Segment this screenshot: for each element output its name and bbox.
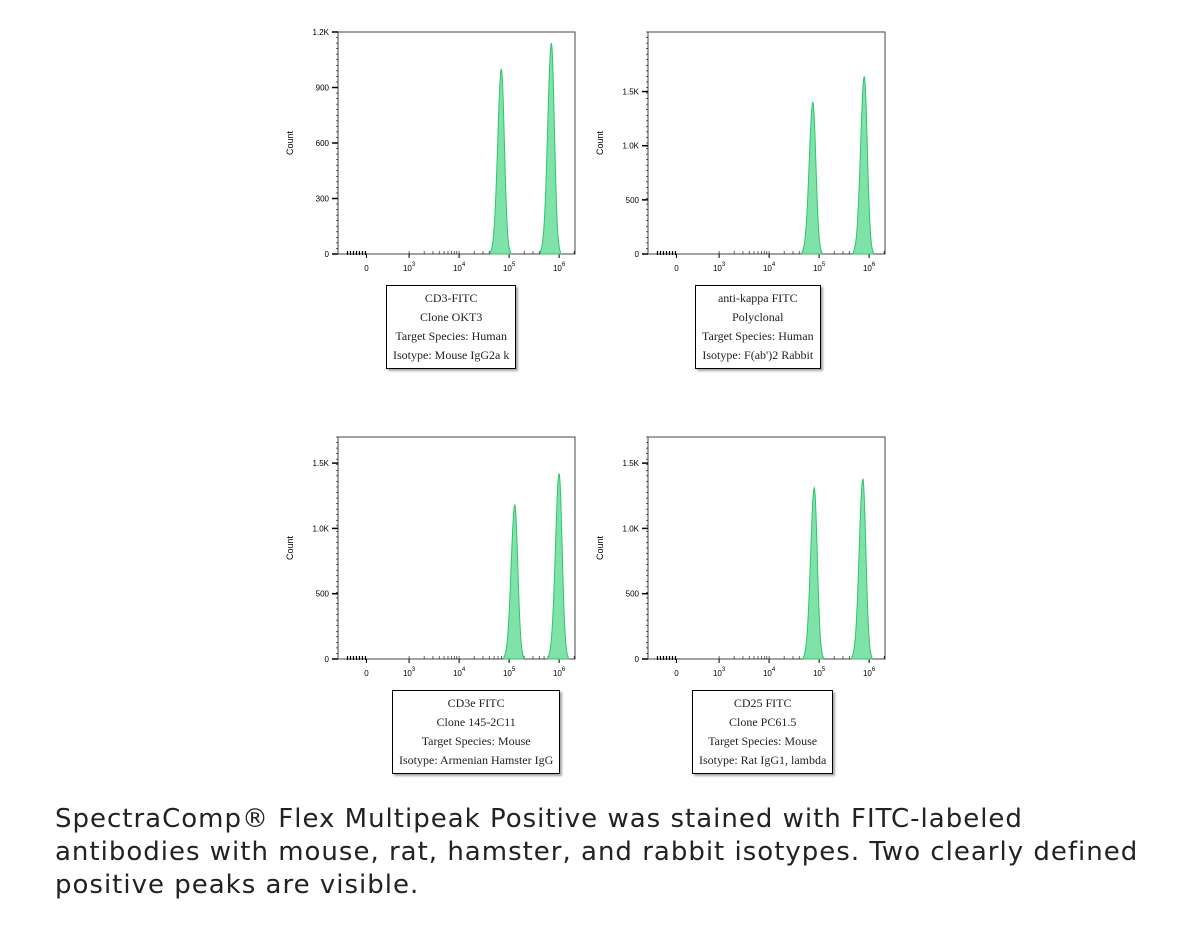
y-tick-label: 300 xyxy=(316,195,330,204)
x-tick-label: 104 xyxy=(453,262,466,273)
legend-line: Clone OKT3 xyxy=(420,310,483,324)
legend-line: Target Species: Mouse xyxy=(708,734,818,748)
y-tick-label: 1.2K xyxy=(313,28,330,37)
x-tick-label: 105 xyxy=(813,262,826,273)
legend-line: Target Species: Human xyxy=(395,329,507,343)
x-tick-label: 106 xyxy=(863,262,876,273)
y-axis-label: Count xyxy=(285,131,295,156)
legend-line: CD3e FITC xyxy=(447,696,505,710)
y-tick-label: 600 xyxy=(316,139,330,148)
x-tick-label: 0 xyxy=(674,264,679,273)
histogram-chart-1: 0 300 600 900 1.2K Count 0 103 104 105 106 xyxy=(285,28,576,273)
histogram-chart-4: 0 500 1.0K 1.5K Count 0 103 104 105 106 xyxy=(595,436,886,678)
histogram-peak xyxy=(852,76,874,255)
y-tick-label: 1.0K xyxy=(623,524,640,533)
plot-frame xyxy=(337,436,576,660)
histogram-peak xyxy=(851,478,873,660)
x-tick-label: 103 xyxy=(713,667,726,678)
y-tick-label: 900 xyxy=(316,84,330,93)
x-tick-label: 103 xyxy=(713,262,726,273)
legend-box-1: CD3-FITC Clone OKT3 Target Species: Huma… xyxy=(386,285,517,369)
legend-line: Clone 145-2C11 xyxy=(436,715,516,729)
legend-line: Polyclonal xyxy=(732,310,784,324)
y-axis-label: Count xyxy=(595,536,605,561)
legend-line: Isotype: F(ab')2 Rabbit xyxy=(702,348,814,362)
y-axis-label: Count xyxy=(595,131,605,156)
plot-frame xyxy=(647,31,886,255)
x-tick-label: 0 xyxy=(364,669,369,678)
legend-line: anti-kappa FITC xyxy=(717,291,798,305)
x-tick-label: 104 xyxy=(763,667,776,678)
y-tick-label: 500 xyxy=(316,590,330,599)
legend-line: Clone PC61.5 xyxy=(728,715,797,729)
y-tick-label: 500 xyxy=(626,196,640,205)
x-tick-label: 103 xyxy=(403,262,416,273)
y-tick-label: 1.0K xyxy=(313,524,330,533)
x-tick-label: 104 xyxy=(763,262,776,273)
legend-line: Isotype: Armenian Hamster IgG xyxy=(399,753,554,767)
y-axis-label: Count xyxy=(285,536,295,561)
y-tick-label: 500 xyxy=(626,590,640,599)
histogram-peak xyxy=(801,100,823,255)
y-tick-label: 1.5K xyxy=(623,459,640,468)
histogram-chart-3: 0 500 1.0K 1.5K Count 0 103 104 105 106 xyxy=(285,436,576,678)
histogram-chart-2: 0 500 1.0K 1.5K Count 0 103 104 105 106 xyxy=(595,31,886,273)
y-tick-label: 0 xyxy=(635,250,640,259)
legend-box-3: CD3e FITC Clone 145-2C11 Target Species:… xyxy=(392,690,561,774)
plot-frame xyxy=(647,436,886,660)
histogram-peak xyxy=(503,503,525,660)
x-tick-label: 104 xyxy=(453,667,466,678)
x-tick-label: 106 xyxy=(863,667,876,678)
y-tick-label: 1.0K xyxy=(623,142,640,151)
legend-line: Isotype: Rat IgG1, lambda xyxy=(699,753,827,767)
legend-line: Isotype: Mouse IgG2a k xyxy=(393,348,510,362)
legend-line: CD3-FITC xyxy=(424,291,478,305)
legend-line: Target Species: Mouse xyxy=(421,734,531,748)
histogram-peak xyxy=(489,68,511,255)
x-tick-label: 106 xyxy=(553,667,566,678)
y-tick-label: 1.5K xyxy=(313,459,330,468)
legend-box-2: anti-kappa FITC Polyclonal Target Specie… xyxy=(695,285,821,369)
histogram-panel-1: 0 300 600 900 1.2K Count 0 103 104 105 106 CD3-FIT… xyxy=(280,28,590,390)
plot-frame xyxy=(337,31,576,255)
x-tick-label: 105 xyxy=(813,667,826,678)
x-tick-label: 106 xyxy=(553,262,566,273)
histogram-panel-4: 0 500 1.0K 1.5K Count 0 103 104 105 106 CD25 FITC… xyxy=(590,435,900,795)
y-tick-label: 0 xyxy=(635,655,640,664)
y-tick-label: 1.5K xyxy=(623,88,640,97)
x-tick-label: 0 xyxy=(674,669,679,678)
histogram-peak xyxy=(802,485,824,660)
histogram-peak xyxy=(547,473,569,660)
x-tick-label: 105 xyxy=(503,262,516,273)
histogram-peak xyxy=(539,42,561,255)
x-tick-label: 103 xyxy=(403,667,416,678)
legend-line: Target Species: Human xyxy=(702,329,814,343)
y-tick-label: 0 xyxy=(325,655,330,664)
histogram-panel-2: 0 500 1.0K 1.5K Count 0 103 104 105 106 anti-kapp… xyxy=(590,30,900,390)
x-tick-label: 0 xyxy=(364,264,369,273)
legend-box-4: CD25 FITC Clone PC61.5 Target Species: M… xyxy=(692,690,834,774)
y-tick-label: 0 xyxy=(325,250,330,259)
x-tick-label: 105 xyxy=(503,667,516,678)
figure-caption: SpectraComp® Flex Multipeak Positive was… xyxy=(55,804,1139,900)
legend-line: CD25 FITC xyxy=(733,696,792,710)
histogram-panel-3: 0 500 1.0K 1.5K Count 0 103 104 105 106 CD3e FITC… xyxy=(280,435,590,795)
